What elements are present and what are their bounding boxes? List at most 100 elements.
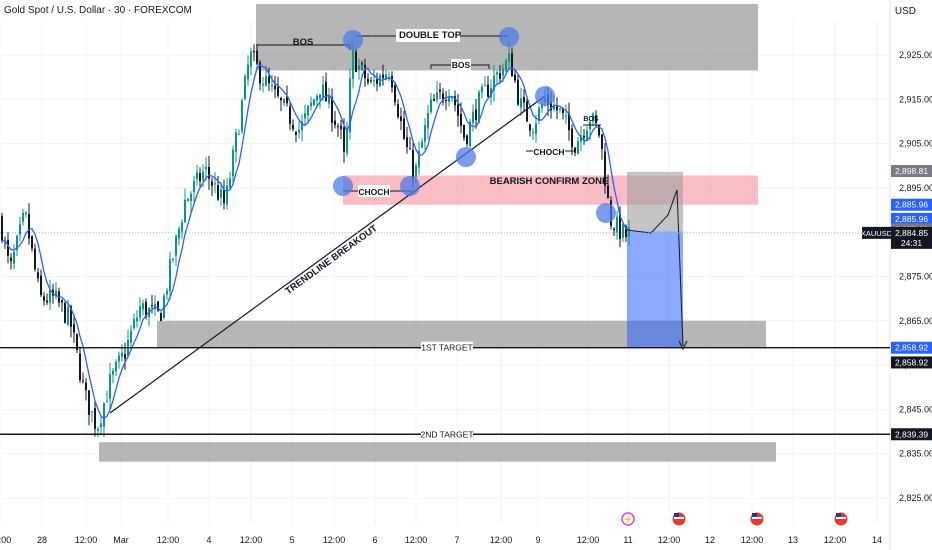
x-tick-label: 12:00 (75, 535, 98, 545)
swing-circle (456, 147, 476, 167)
candle-body (184, 199, 186, 223)
candle-body (418, 150, 420, 168)
zone-demand-2 (99, 442, 776, 462)
candle-body (565, 115, 567, 117)
label-bg (451, 59, 471, 71)
candle-body (205, 166, 207, 170)
candle-body (613, 228, 615, 231)
candle-body (325, 81, 327, 102)
candle-body (130, 330, 132, 343)
x-tick-label: 11 (623, 535, 632, 545)
price-badge-label: 2,885.96 (895, 214, 928, 224)
candle-body (619, 213, 621, 239)
candle-body (73, 324, 75, 333)
candle-body (433, 98, 435, 101)
candle-body (481, 86, 483, 93)
candle-body (109, 374, 111, 399)
candle-body (289, 106, 291, 124)
candle-body (376, 79, 378, 84)
candle-body (340, 125, 342, 130)
price-badge (891, 341, 932, 354)
candle-body (7, 240, 9, 256)
candle-body (343, 127, 345, 152)
x-tick-label: 28 (37, 535, 47, 545)
candle-body (439, 89, 441, 92)
candle-body (265, 76, 267, 86)
candle-body (118, 355, 120, 362)
candle-body (106, 401, 108, 403)
candle-body (79, 353, 81, 381)
swing-circle (596, 203, 616, 223)
swing-circle (400, 176, 420, 196)
candle-body (34, 248, 36, 270)
countdown-label: 24:31 (901, 238, 923, 248)
candle-body (286, 96, 288, 104)
x-tick-label: 12:00 (658, 535, 681, 545)
candle-body (88, 390, 90, 415)
candle-body (424, 125, 426, 142)
candle-body (274, 85, 276, 90)
candle-body (484, 85, 486, 87)
candle-body (373, 79, 375, 81)
candle-body (160, 313, 162, 322)
candle-body (421, 141, 423, 148)
candle-body (586, 130, 588, 141)
candle-body (187, 198, 189, 202)
candle-body (295, 131, 297, 135)
candle-body (394, 85, 396, 103)
last-price-badge (891, 226, 932, 249)
price-badge-label: 2,858.92 (895, 357, 928, 367)
candle-body (514, 74, 516, 81)
price-badge-label: 2,858.92 (895, 343, 928, 353)
event-flash-icon: ⚡ (623, 514, 633, 524)
y-tick-label: 2,825.00 (899, 493, 932, 503)
y-tick-label: 2,835.00 (899, 449, 932, 459)
candle-body (577, 141, 579, 154)
candle-body (256, 50, 258, 64)
price-badge-label: 2,885.96 (895, 200, 928, 210)
candle-body (499, 73, 501, 79)
take-profit-area (627, 231, 683, 348)
candle-body (385, 74, 387, 80)
label-bg (358, 185, 390, 197)
candle-body (49, 289, 51, 303)
candle-body (244, 76, 246, 100)
candle-body (397, 104, 399, 117)
candle-body (40, 275, 42, 296)
x-tick-label: 13 (788, 535, 798, 545)
candle-body (568, 113, 570, 131)
label-bg (396, 29, 460, 42)
target-label-bg (421, 341, 473, 354)
candle-body (268, 76, 270, 84)
candle-body (169, 259, 171, 292)
candle-body (22, 213, 24, 222)
candle-body (214, 183, 216, 185)
projection-arrow (678, 340, 688, 351)
candle-body (460, 113, 462, 126)
candle-body (196, 172, 198, 180)
candle-body (178, 228, 180, 239)
candle-body (157, 301, 159, 311)
candle-body (61, 300, 63, 303)
moving-average-line (1, 64, 630, 420)
candle-body (13, 252, 15, 265)
candle-body (598, 125, 600, 136)
candle-body (82, 380, 84, 382)
candle-body (232, 149, 234, 177)
candle-body (145, 301, 147, 317)
candle-body (220, 189, 222, 198)
x-tick-label: 12:00 (577, 535, 600, 545)
x-tick-label: 12:00 (824, 535, 847, 545)
candle-body (94, 408, 96, 429)
candle-body (448, 96, 450, 102)
candle-body (409, 148, 411, 150)
annotation-label: BOS (452, 60, 471, 70)
candle-body (190, 193, 192, 202)
candle-body (496, 72, 498, 75)
candle-body (28, 213, 30, 239)
price-badge (891, 198, 932, 211)
candle-body (589, 121, 591, 130)
candle-body (358, 65, 360, 70)
candle-body (91, 411, 93, 413)
